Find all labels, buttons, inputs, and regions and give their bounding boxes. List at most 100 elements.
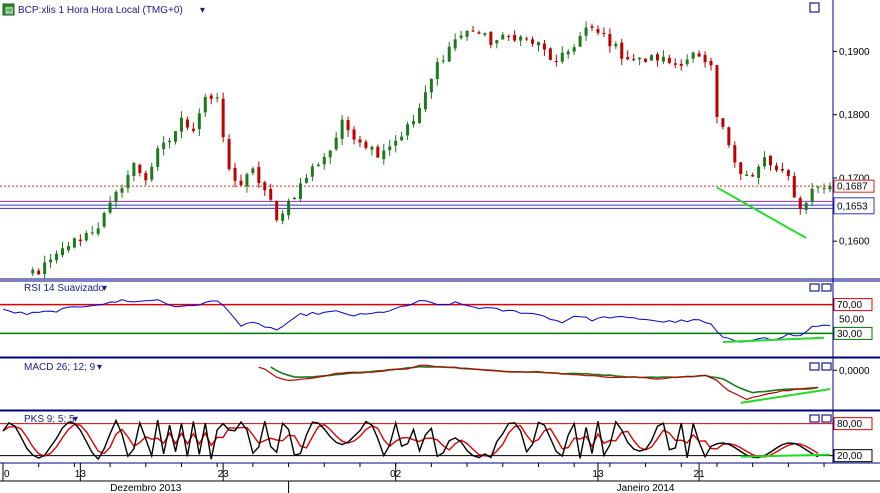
maximize-price-icon[interactable]	[809, 2, 820, 13]
maximize-rsi-icon[interactable]	[809, 283, 820, 292]
price-candle	[233, 167, 237, 181]
x-axis-month-label: Janeiro 2014	[617, 483, 675, 493]
price-candle	[691, 52, 695, 59]
price-candle	[620, 42, 624, 59]
price-candle	[644, 58, 648, 62]
price-candle	[471, 30, 475, 32]
maximize-pks-icon[interactable]	[809, 414, 820, 423]
level-price-box	[833, 197, 875, 215]
price-candle	[792, 176, 796, 198]
pks-title-group[interactable]: PKS 9; 5; 5 ▾	[24, 414, 78, 425]
pks-axis-tick-label: 80,00	[837, 419, 862, 430]
x-axis-month-label: Dezembro 2013	[110, 483, 182, 493]
price-candle	[417, 107, 421, 124]
price-candle	[757, 166, 761, 178]
pks-trend-line	[740, 453, 831, 458]
price-candle	[174, 131, 178, 142]
price-candle	[168, 140, 172, 143]
price-candle	[822, 187, 826, 189]
price-candle	[483, 33, 487, 35]
price-title-group[interactable]: ▤ BCP:xlis 1 Hora Hora Local (TMG+0) ▾	[2, 3, 205, 16]
price-candle	[352, 129, 356, 140]
panel-frames	[0, 0, 880, 482]
price-candle	[661, 56, 665, 62]
price-candle	[108, 202, 112, 213]
price-candle	[221, 98, 225, 138]
macd-title-dropdown-icon[interactable]: ▾	[97, 362, 102, 373]
rsi-axis-tick-label: 50,00	[839, 315, 864, 326]
price-candle	[447, 46, 451, 62]
price-candle	[49, 259, 53, 263]
price-candle	[209, 95, 213, 99]
price-candle	[709, 60, 713, 66]
price-candle	[519, 36, 523, 41]
price-candle	[156, 148, 160, 167]
price-candle	[798, 198, 802, 209]
price-candle	[721, 118, 725, 127]
price-candle	[626, 57, 630, 60]
pks-title-dropdown-icon[interactable]: ▾	[73, 414, 78, 425]
price-candle	[745, 174, 749, 176]
price-candle	[548, 48, 552, 60]
rsi-trend-line	[722, 336, 825, 344]
price-candle	[144, 173, 148, 181]
price-candle	[566, 51, 570, 55]
last-price-box	[833, 179, 875, 193]
pks-k-line	[2, 418, 819, 461]
price-candle	[406, 124, 410, 136]
price-candle	[679, 63, 683, 66]
price-candle	[394, 140, 398, 146]
price-candle	[66, 246, 70, 251]
price-candle	[304, 177, 308, 183]
macd-title-group[interactable]: MACD 26; 12; 9 ▾	[24, 362, 102, 373]
close-macd-icon[interactable]	[821, 362, 832, 371]
rsi-axis-tick-label: 70,00	[837, 300, 862, 311]
price-candle	[376, 146, 380, 158]
price-candle	[90, 232, 94, 234]
close-pks-icon[interactable]	[821, 414, 832, 423]
price-candle	[215, 97, 219, 99]
price-candle	[120, 188, 124, 193]
price-candle	[227, 138, 231, 170]
close-rsi-icon[interactable]	[821, 283, 832, 292]
price-candle	[435, 62, 439, 79]
chart-icon	[2, 3, 15, 16]
price-candle	[43, 262, 47, 275]
pks-axis-tick-label: 20,00	[837, 451, 862, 462]
level-price-label: 0,1653	[837, 201, 868, 212]
price-candle	[245, 174, 249, 187]
pks-title: PKS 9; 5; 5	[24, 414, 75, 425]
price-candle	[727, 127, 731, 146]
maximize-macd-icon[interactable]	[809, 362, 820, 371]
rsi-title-dropdown-icon[interactable]: ▾	[102, 283, 107, 294]
price-candle	[203, 96, 207, 113]
price-candle	[560, 52, 564, 62]
pks-d-line	[2, 423, 819, 458]
x-axis: 0 13 23 02 13 21 Dezembro 2013 Janeiro 2014	[2, 463, 825, 493]
price-candle	[685, 59, 689, 65]
price-candle	[614, 43, 618, 47]
price-axis-tick-label: 0,1700	[839, 173, 870, 184]
price-candle	[191, 128, 195, 131]
price-candle	[751, 175, 755, 177]
price-candle	[697, 53, 701, 57]
price-candle	[596, 29, 600, 33]
price-candle	[316, 164, 320, 166]
price-candle	[816, 186, 820, 188]
price-candle	[572, 47, 576, 52]
price-candle	[513, 34, 517, 41]
price-candle	[72, 238, 76, 248]
macd-trend-line	[740, 388, 831, 404]
price-candle	[786, 170, 790, 177]
price-candle	[804, 202, 808, 210]
x-axis-tick-label: 13	[592, 469, 604, 480]
price-candle	[239, 180, 243, 185]
price-candle	[810, 188, 814, 202]
price-candle	[441, 60, 445, 62]
price-candle	[382, 150, 386, 160]
price-candle	[150, 166, 154, 180]
price-title-dropdown-icon[interactable]: ▾	[200, 5, 205, 16]
price-candle	[102, 212, 106, 227]
rsi-title-group[interactable]: RSI 14 Suavizado ▾	[24, 283, 107, 294]
